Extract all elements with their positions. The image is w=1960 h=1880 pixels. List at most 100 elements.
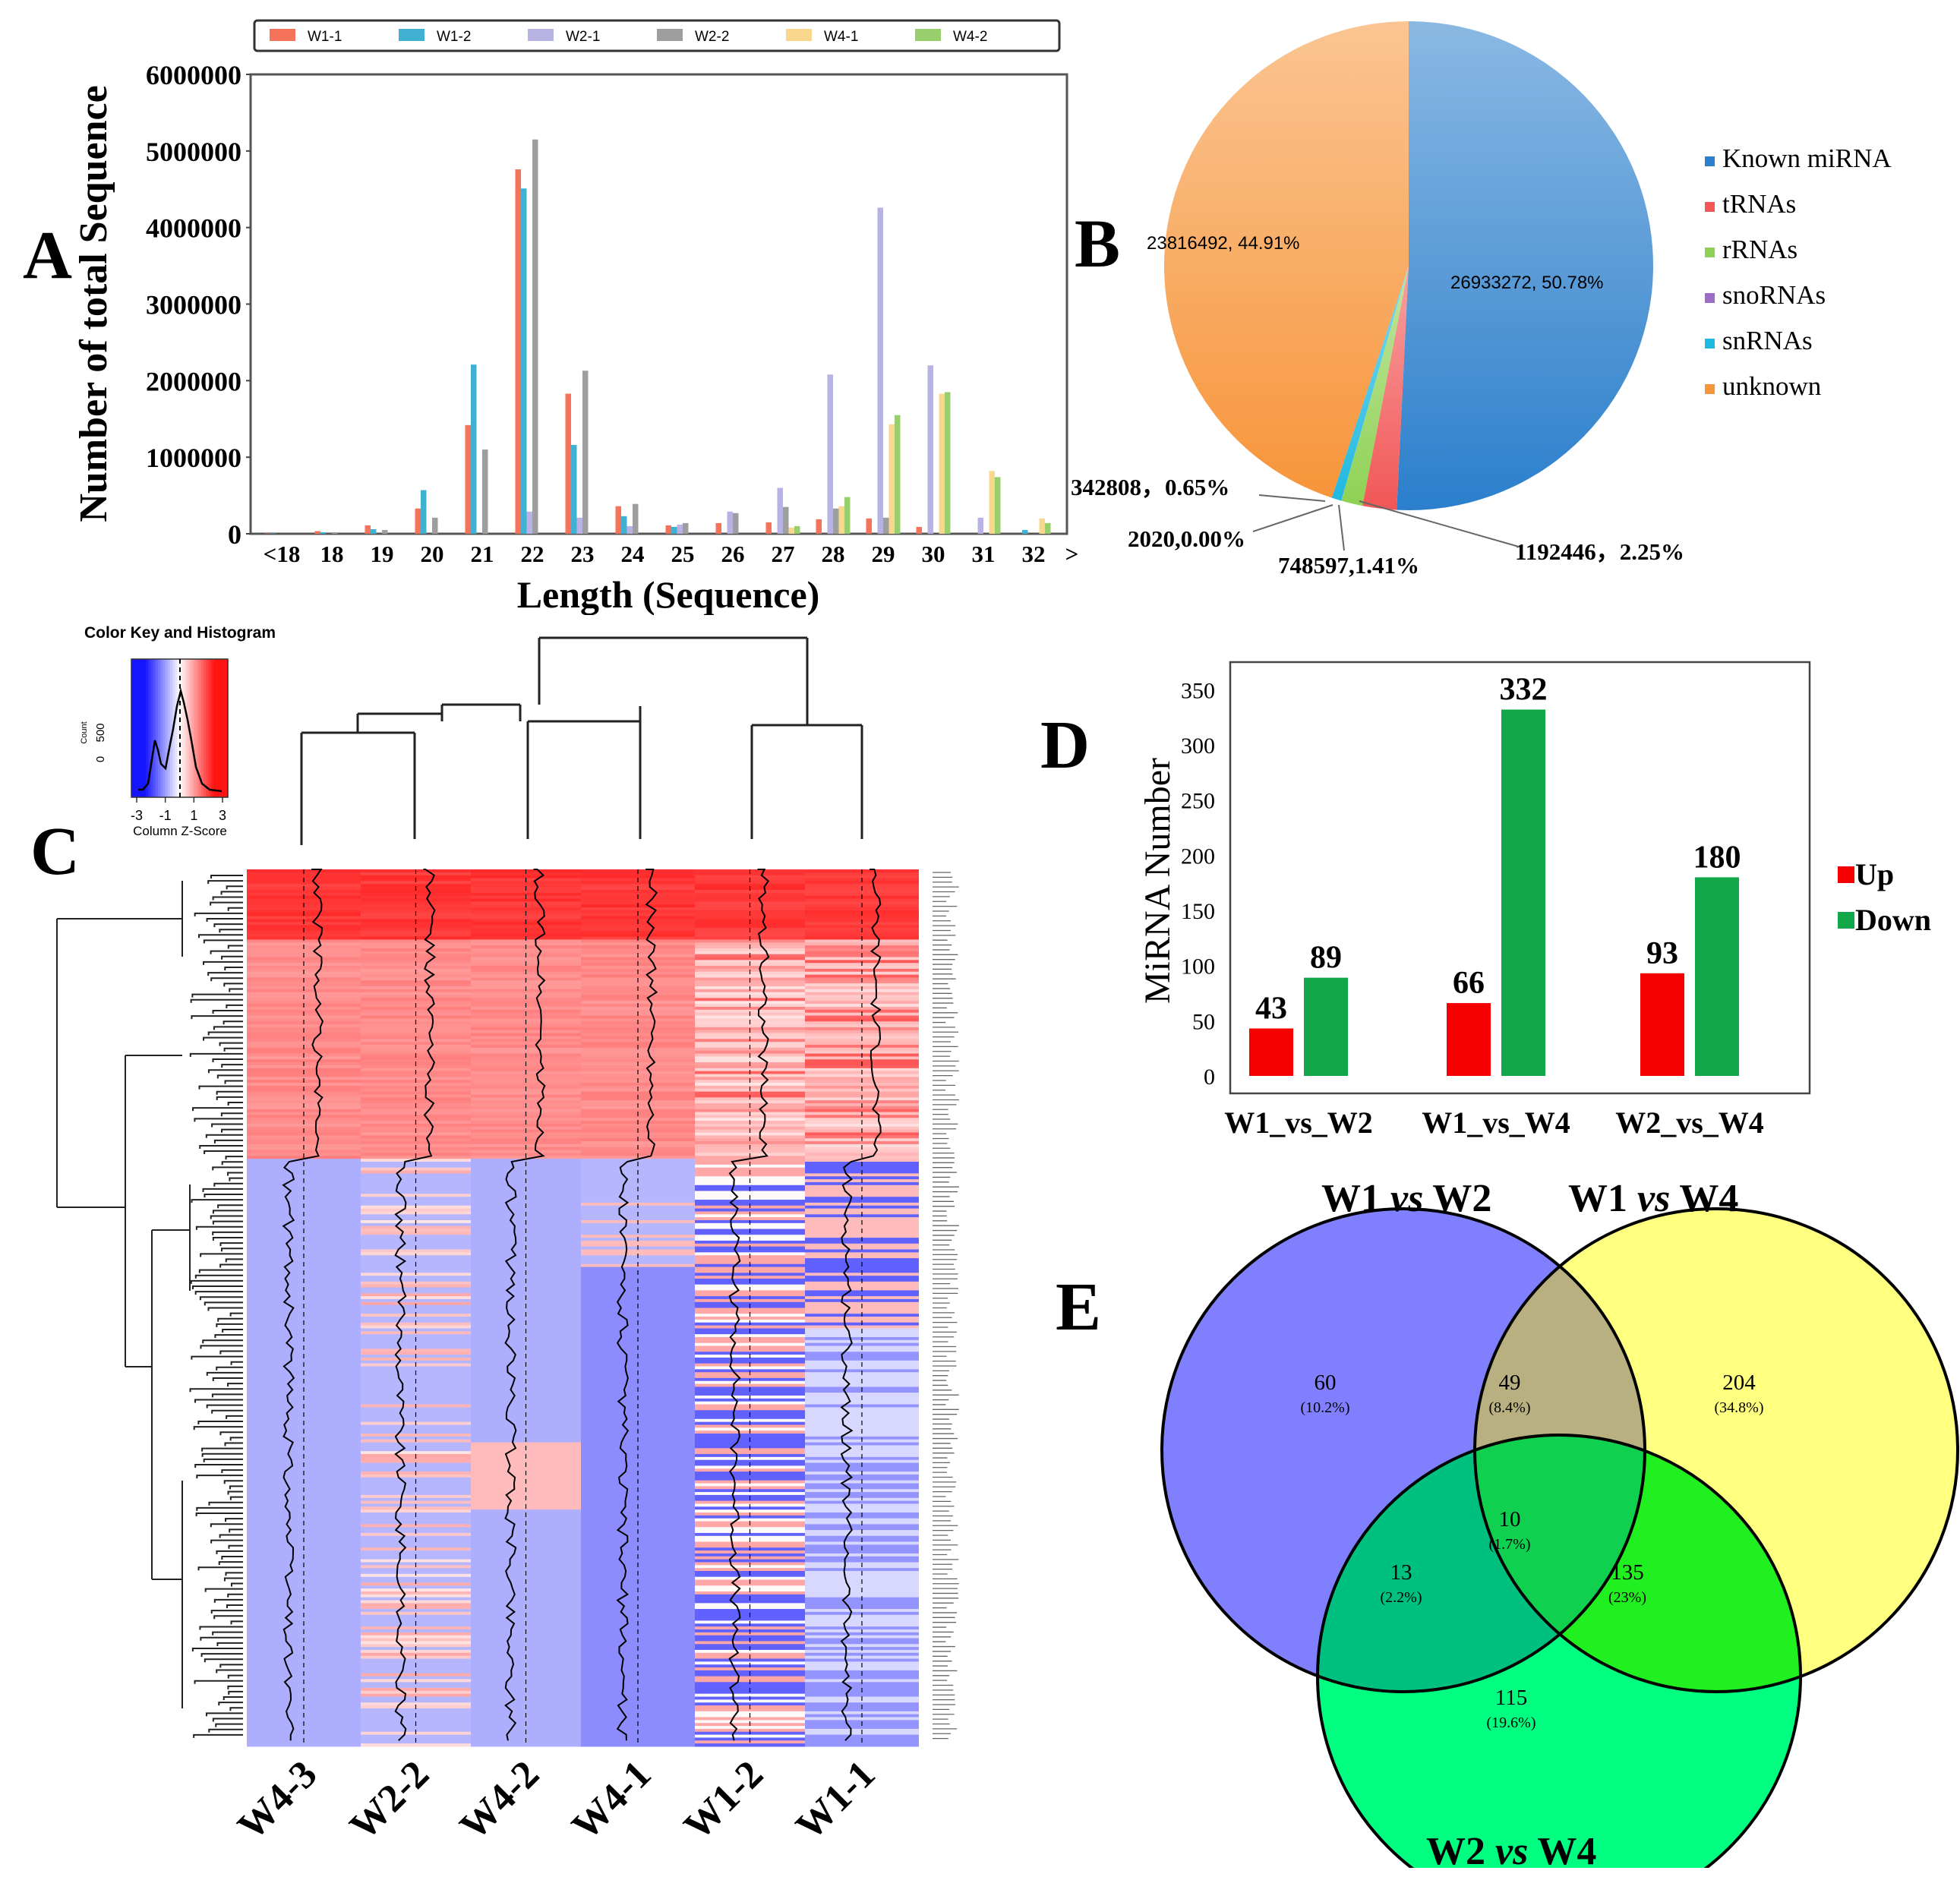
heatmap-cell — [471, 1164, 581, 1169]
heatmap-cell — [695, 966, 805, 970]
heatmap-cell — [805, 1693, 919, 1698]
heatmap-cell — [361, 1434, 471, 1437]
heatmap-cell — [581, 1068, 695, 1072]
heatmap-cell — [361, 1626, 471, 1630]
heatmap-cell — [695, 1132, 805, 1136]
heatmap-cell — [471, 942, 581, 946]
heatmap-cell — [361, 1635, 471, 1639]
heatmap-cell — [581, 1518, 695, 1522]
bar-w4-2-30 — [945, 392, 951, 534]
heatmap-cell — [247, 1083, 361, 1087]
dendrogram-branch — [206, 1404, 243, 1408]
heatmap-cell — [581, 1424, 695, 1428]
pie-label-snrnas: 342808，0.65% — [1071, 474, 1229, 500]
heatmap-cell — [361, 1266, 471, 1270]
bar-w2-1-28 — [827, 374, 833, 534]
heatmap-cell — [471, 1109, 581, 1113]
heatmap-cell — [581, 1225, 695, 1230]
bar-w2-2-21 — [482, 449, 488, 534]
heatmap-cell — [695, 1641, 805, 1645]
heatmap-cell — [361, 1743, 471, 1747]
heatmap-cell — [805, 1352, 919, 1355]
heatmap-cell — [361, 1550, 471, 1554]
heatmap-cell — [361, 1644, 471, 1648]
heatmap-cell — [695, 1357, 805, 1361]
heatmap-cell — [695, 1126, 805, 1131]
heatmap-cell — [581, 1465, 695, 1469]
heatmap-cell — [471, 1056, 581, 1060]
heatmap-cell — [471, 1059, 581, 1063]
color-key: Color Key and Histogram -3 -1 1 3 Column Z-… — [80, 624, 276, 838]
heatmap-cell — [581, 1451, 695, 1455]
heatmap-cell — [695, 1532, 805, 1537]
heatmap-cell — [471, 948, 581, 952]
heatmap-cell — [361, 1141, 471, 1145]
heatmap-cell — [581, 1576, 695, 1581]
heatmap-cell — [247, 1042, 361, 1046]
heatmap-cell — [581, 1609, 695, 1613]
heatmap-cell — [361, 1708, 471, 1712]
venn-region-pct-b: (34.8%) — [1715, 1399, 1764, 1416]
heatmap-cell — [805, 1468, 919, 1472]
heatmap-cell — [581, 1699, 695, 1703]
heatmap-cell — [471, 1015, 581, 1019]
dendrogram-branch — [204, 1658, 243, 1663]
chart-d-ytick-label: 150 — [1181, 899, 1215, 924]
dendrogram-branch — [229, 1177, 243, 1181]
chart-a-xlabel: Length (Sequence) — [517, 573, 820, 615]
heatmap-cell — [581, 1693, 695, 1698]
heatmap-cell — [695, 1559, 805, 1563]
chart-a-xtick-label: 18 — [320, 541, 344, 567]
heatmap-cell — [471, 1626, 581, 1630]
heatmap-cell — [805, 1042, 919, 1046]
chart-a-length-distribution: W1-1 W1-2 W2-1 W2-2 W4-1 W4-2 0 1000000 2000000… — [72, 19, 1078, 615]
row-dendrogram — [56, 875, 243, 1738]
heatmap-cell — [361, 881, 471, 885]
heatmap-cell — [471, 1532, 581, 1537]
dendrogram-branch — [229, 988, 243, 992]
bar-w4-1-27 — [788, 527, 794, 534]
heatmap-cell — [247, 1568, 361, 1572]
bar-w4-1-31 — [989, 471, 995, 534]
bar-w4-2-27 — [794, 525, 800, 534]
heatmap-cell — [695, 1717, 805, 1721]
heatmap-cell — [247, 884, 361, 888]
heatmap-cell — [471, 1118, 581, 1121]
heatmap-cell — [247, 1582, 361, 1586]
heatmap-cell — [581, 1249, 695, 1253]
dendrogram-branch — [193, 1733, 243, 1738]
heatmap-cell — [805, 1407, 919, 1411]
heatmap-cell — [695, 1568, 805, 1572]
heatmap-cell — [581, 1401, 695, 1405]
heatmap-cell — [695, 1176, 805, 1180]
heatmap-cell — [247, 1459, 361, 1464]
heatmap-cell — [471, 1559, 581, 1563]
heatmap-cell — [581, 1535, 695, 1540]
heatmap-cell — [581, 1635, 695, 1639]
heatmap-cell — [361, 1200, 471, 1203]
dendrogram-branch — [210, 950, 243, 954]
heatmap-column-label-w2-2: W2-2 — [342, 1752, 437, 1848]
dendrogram-branch — [218, 1561, 243, 1566]
heatmap-cell — [471, 1083, 581, 1087]
heatmap-cell — [805, 892, 919, 897]
heatmap-cell — [361, 1173, 471, 1177]
heatmap-cell — [805, 1509, 919, 1513]
color-key-gradient-segment — [146, 659, 149, 797]
heatmap-cell — [581, 948, 695, 952]
heatmap-cell — [805, 1167, 919, 1172]
heatmap-cell — [247, 1249, 361, 1253]
heatmap-trace-w2-2 — [394, 869, 437, 1742]
heatmap-cell — [471, 1141, 581, 1145]
pie-leader-trnas — [1359, 500, 1520, 547]
heatmap-cell — [581, 1235, 695, 1238]
bar-up-w1-vs-w2 — [1249, 1028, 1293, 1076]
heatmap-cell — [361, 957, 471, 961]
heatmap-cell — [471, 1050, 581, 1055]
heatmap-cell — [581, 889, 695, 894]
heatmap-cell — [361, 1258, 471, 1262]
heatmap-cell — [361, 1532, 471, 1537]
heatmap-cell — [247, 1401, 361, 1405]
dendrogram-branch — [189, 1388, 243, 1393]
heatmap-cell — [361, 983, 471, 987]
